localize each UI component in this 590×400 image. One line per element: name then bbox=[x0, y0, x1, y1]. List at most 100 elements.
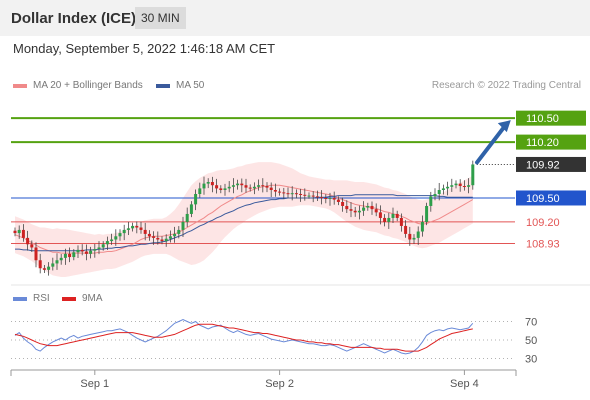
candle bbox=[450, 178, 454, 192]
candle-body bbox=[13, 230, 17, 234]
ma50-line bbox=[15, 194, 473, 252]
candle-body bbox=[341, 201, 345, 206]
legend-rsi: RSI bbox=[13, 293, 50, 304]
candle-body bbox=[269, 187, 273, 190]
candle bbox=[126, 221, 130, 236]
candle bbox=[236, 179, 240, 190]
candle-body bbox=[198, 188, 202, 194]
candle-body bbox=[194, 193, 198, 205]
candle-body bbox=[395, 213, 399, 218]
candle-body bbox=[324, 197, 328, 199]
candle-body bbox=[63, 253, 67, 258]
candle-body bbox=[294, 193, 298, 195]
candle bbox=[294, 189, 298, 199]
candle bbox=[206, 178, 210, 189]
candle bbox=[21, 224, 25, 242]
rsi-tick-50: 50 bbox=[525, 335, 537, 347]
candle-body bbox=[416, 231, 420, 238]
candle bbox=[198, 182, 202, 198]
credit-text: Research © 2022 Trading Central bbox=[431, 80, 581, 91]
price-tag-109-50 bbox=[516, 190, 586, 206]
bollinger-band bbox=[15, 162, 473, 277]
candle bbox=[122, 224, 126, 241]
candle-body bbox=[42, 268, 46, 270]
candle-body bbox=[114, 236, 118, 240]
candle bbox=[252, 182, 256, 195]
candle-body bbox=[257, 185, 261, 187]
candle-body bbox=[446, 186, 450, 189]
candle bbox=[441, 184, 445, 195]
candle-body bbox=[68, 253, 72, 258]
candle-body bbox=[51, 263, 55, 267]
candle-body bbox=[374, 209, 378, 213]
candle bbox=[114, 229, 118, 246]
candle-body bbox=[320, 197, 324, 199]
candle bbox=[471, 160, 475, 190]
candle-body bbox=[408, 233, 412, 240]
candle bbox=[59, 254, 63, 265]
candle-body bbox=[219, 188, 223, 190]
candle-body bbox=[47, 266, 51, 270]
candle-body bbox=[278, 191, 282, 193]
candle-body bbox=[349, 209, 353, 211]
candle bbox=[26, 230, 30, 251]
candle bbox=[307, 192, 311, 199]
candle-body bbox=[328, 197, 332, 199]
candle bbox=[244, 178, 248, 193]
header-bar: Dollar Index (ICE) 30 MIN bbox=[0, 0, 590, 36]
candle bbox=[265, 182, 269, 193]
candle-body bbox=[101, 244, 105, 248]
candle-body bbox=[383, 217, 387, 222]
candle bbox=[152, 231, 156, 245]
candle bbox=[139, 221, 143, 234]
candle bbox=[84, 244, 88, 261]
candle bbox=[97, 241, 101, 255]
candle bbox=[202, 176, 206, 195]
candle bbox=[324, 194, 328, 204]
candle-body bbox=[437, 190, 441, 194]
candle bbox=[34, 242, 38, 268]
candle-body bbox=[80, 249, 84, 252]
candle-body bbox=[273, 190, 277, 192]
candle bbox=[399, 213, 403, 232]
candle-body bbox=[189, 204, 193, 214]
candle-body bbox=[223, 188, 227, 190]
ma50-swatch bbox=[156, 83, 170, 88]
candle bbox=[231, 178, 235, 194]
candle-body bbox=[206, 182, 210, 184]
timeframe-button[interactable]: 30 MIN bbox=[135, 7, 186, 29]
candle-body bbox=[299, 193, 303, 195]
candle-body bbox=[471, 164, 475, 186]
time-tick-label: Sep 4 bbox=[450, 378, 479, 390]
candle bbox=[131, 222, 135, 232]
candle bbox=[257, 179, 261, 191]
candle-body bbox=[387, 217, 391, 222]
rsi-line bbox=[14, 319, 474, 355]
candle-body bbox=[84, 251, 88, 254]
candle-body bbox=[290, 193, 294, 195]
candle-body bbox=[76, 249, 80, 253]
price-tag-109-92 bbox=[516, 156, 586, 172]
candle-body bbox=[30, 244, 34, 248]
rsi-tick-30: 30 bbox=[525, 354, 537, 366]
candle bbox=[303, 188, 307, 201]
legend-ma50: MA 50 bbox=[156, 80, 204, 91]
candle-body bbox=[210, 182, 214, 186]
candle bbox=[215, 178, 219, 194]
ma20-swatch bbox=[13, 83, 27, 88]
candle bbox=[101, 241, 105, 251]
candle-body bbox=[412, 237, 416, 240]
legend-ma20-label: MA 20 + Bollinger Bands bbox=[33, 80, 143, 91]
candle-body bbox=[110, 239, 114, 242]
time-axis: Sep 1 Sep 2 Sep 4 bbox=[10, 284, 590, 390]
candle-body bbox=[454, 183, 458, 186]
candle bbox=[47, 262, 51, 276]
candle-body bbox=[265, 186, 269, 188]
candle bbox=[164, 234, 168, 247]
candle-body bbox=[336, 199, 340, 202]
candle-body bbox=[332, 197, 336, 200]
candle-body bbox=[362, 207, 366, 211]
candle-body bbox=[378, 212, 382, 218]
candle bbox=[261, 178, 265, 193]
